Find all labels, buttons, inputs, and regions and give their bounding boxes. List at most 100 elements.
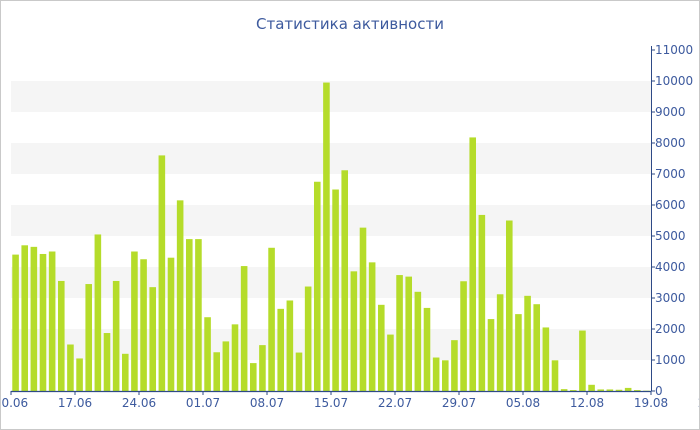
bar: [396, 275, 403, 391]
y-tick-label: 10000: [655, 74, 693, 88]
bar: [359, 227, 367, 391]
bar: [432, 357, 440, 391]
bar: [249, 363, 257, 391]
bar: [313, 181, 321, 391]
x-tick-label: 22.07: [378, 396, 412, 410]
bar: [240, 266, 248, 391]
bar: [505, 220, 513, 391]
bar: [12, 254, 19, 391]
bar: [167, 257, 175, 391]
bar: [469, 137, 477, 391]
y-tick-label: 1000: [655, 353, 686, 367]
chart-title: Статистика активности: [256, 15, 444, 33]
bar: [30, 246, 38, 391]
bar: [131, 251, 138, 391]
bar: [533, 304, 541, 391]
y-tick-label: 6000: [655, 198, 686, 212]
bar: [633, 390, 641, 391]
bar: [496, 294, 504, 391]
y-tick-label: 5000: [655, 229, 686, 243]
bar: [451, 340, 458, 391]
bar: [304, 286, 312, 391]
bar: [158, 155, 166, 391]
bar: [569, 390, 577, 391]
bar: [39, 253, 47, 391]
bar: [377, 304, 385, 391]
x-tick-label: 17.06: [58, 396, 92, 410]
bar: [112, 280, 120, 391]
bar: [560, 389, 568, 391]
bar: [48, 251, 56, 391]
x-tick-label: 19.08: [634, 396, 668, 410]
bar: [441, 360, 449, 391]
x-tick-label: 08.07: [250, 396, 284, 410]
bar: [341, 170, 349, 391]
grid-band: [11, 205, 651, 236]
bar: [149, 287, 157, 391]
bar: [295, 352, 303, 391]
bar: [85, 284, 93, 391]
bar: [423, 307, 431, 391]
bar: [185, 239, 193, 391]
x-tick-label: 29.07: [442, 396, 476, 410]
y-tick-label: 2000: [655, 322, 686, 336]
bar: [478, 214, 486, 391]
y-tick-label: 3000: [655, 291, 686, 305]
x-tick-label: 05.08: [506, 396, 540, 410]
y-tick-label: 4000: [655, 260, 686, 274]
y-tick-label: 0: [655, 384, 663, 398]
grid-band: [11, 81, 651, 112]
x-tick-label: 10.06: [1, 396, 28, 410]
bar: [176, 200, 184, 391]
bar: [350, 271, 358, 391]
bar: [624, 387, 632, 391]
bar: [103, 333, 111, 391]
bar: [414, 291, 422, 391]
y-tick-label: 7000: [655, 167, 686, 181]
y-tick-label: 9000: [655, 105, 686, 119]
bar: [67, 344, 74, 391]
bar: [213, 352, 221, 391]
x-tick-label: 24.06: [122, 396, 156, 410]
x-tick-label: 26.08: [698, 396, 699, 410]
bar: [231, 324, 239, 391]
bar: [76, 358, 83, 391]
bar: [405, 276, 413, 391]
bar: [268, 247, 275, 391]
bar: [222, 341, 230, 391]
bar: [460, 281, 467, 391]
bar: [195, 239, 202, 391]
bar: [21, 245, 29, 391]
grid-band: [11, 143, 651, 174]
bar: [286, 300, 294, 391]
bar: [597, 389, 605, 391]
grid-band: [11, 267, 651, 298]
x-tick-label: 12.08: [570, 396, 604, 410]
bar: [387, 334, 394, 391]
bar: [368, 262, 376, 391]
bar: [323, 82, 330, 392]
bar: [57, 280, 65, 391]
bar: [579, 330, 586, 391]
bar: [332, 189, 339, 391]
bar: [606, 389, 614, 391]
bar: [615, 389, 623, 391]
bar: [94, 234, 102, 391]
bar: [140, 259, 147, 391]
bar: [259, 345, 266, 391]
y-tick-label: 8000: [655, 136, 686, 150]
bar: [542, 327, 550, 391]
bar: [204, 317, 211, 391]
bar: [515, 314, 522, 391]
y-tick-label: 11000: [655, 43, 693, 57]
bar: [551, 360, 559, 391]
bar: [487, 319, 495, 391]
x-tick-label: 01.07: [186, 396, 220, 410]
bar: [121, 353, 129, 391]
bar: [588, 384, 595, 391]
x-tick-label: 15.07: [314, 396, 348, 410]
bar: [524, 295, 531, 391]
bar: [277, 308, 285, 391]
